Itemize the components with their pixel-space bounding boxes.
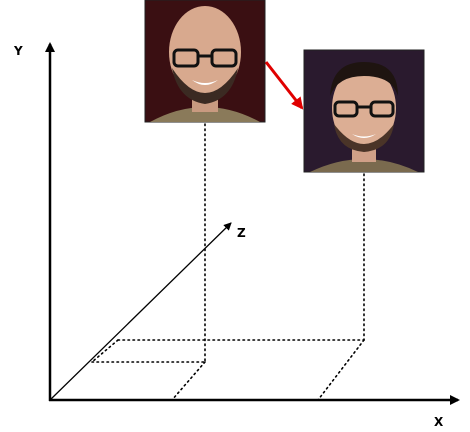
face-image-source [144, 0, 266, 123]
x-axis-label: X [434, 415, 444, 429]
projection-lines [91, 123, 365, 401]
z-axis [49, 222, 232, 401]
z-axis-label: Z [237, 226, 246, 240]
y-axis-label: Y [13, 44, 23, 58]
face-image-target [303, 49, 425, 173]
transform-arrow [264, 61, 304, 110]
